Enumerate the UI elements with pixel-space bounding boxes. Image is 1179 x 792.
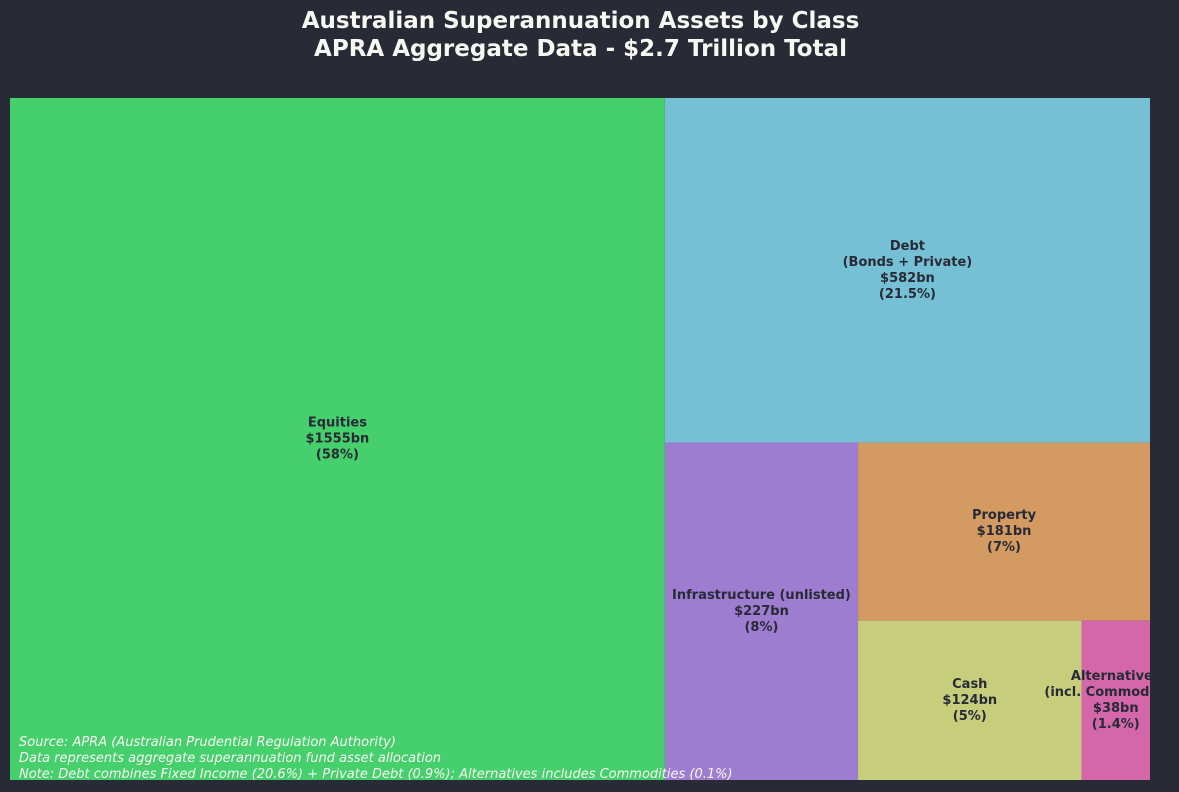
treemap-rect-alternatives — [1081, 620, 1150, 780]
treemap-cell-property: Property $181bn (7%) — [858, 442, 1150, 621]
treemap-label-property: Property $181bn (7%) — [972, 508, 1037, 555]
treemap-rect-cash — [858, 620, 1082, 780]
treemap-rect-equities — [10, 98, 665, 780]
footnote-note: Note: Debt combines Fixed Income (20.6%)… — [19, 767, 733, 782]
treemap-label-alternatives: Alternatives (incl. Commodities) $38bn (1.4… — [1044, 669, 1179, 732]
footnote-source: Source: APRA (Australian Prudential Regu… — [19, 735, 396, 750]
treemap-cell-debt: Debt (Bonds + Private) $582bn (21.5%) — [664, 98, 1150, 443]
treemap-cell-alternatives: Alternatives (incl. Commodities) $38bn (1.4… — [1044, 620, 1179, 780]
footnote-description: Data represents aggregate superannuation… — [19, 751, 442, 766]
treemap-label-infrastructure-unlisted: Infrastructure (unlisted) $227bn (8%) — [672, 588, 851, 635]
treemap-cell-equities: Equities $1555bn (58%) — [10, 98, 665, 780]
treemap-rect-debt — [664, 98, 1150, 443]
chart-subtitle: APRA Aggregate Data - $2.7 Trillion Tota… — [314, 36, 847, 62]
treemap-rect-property — [858, 442, 1150, 621]
treemap-label-cash: Cash $124bn (5%) — [942, 677, 997, 724]
treemap-rect-infrastructure-unlisted — [664, 442, 859, 780]
treemap-label-equities: Equities $1555bn (58%) — [306, 416, 370, 463]
treemap-label-debt: Debt (Bonds + Private) $582bn (21.5%) — [843, 239, 973, 302]
chart-title: Australian Superannuation Assets by Clas… — [301, 8, 860, 34]
treemap-cell-cash: Cash $124bn (5%) — [858, 620, 1082, 780]
treemap-cell-infrastructure-unlisted: Infrastructure (unlisted) $227bn (8%) — [664, 442, 859, 780]
